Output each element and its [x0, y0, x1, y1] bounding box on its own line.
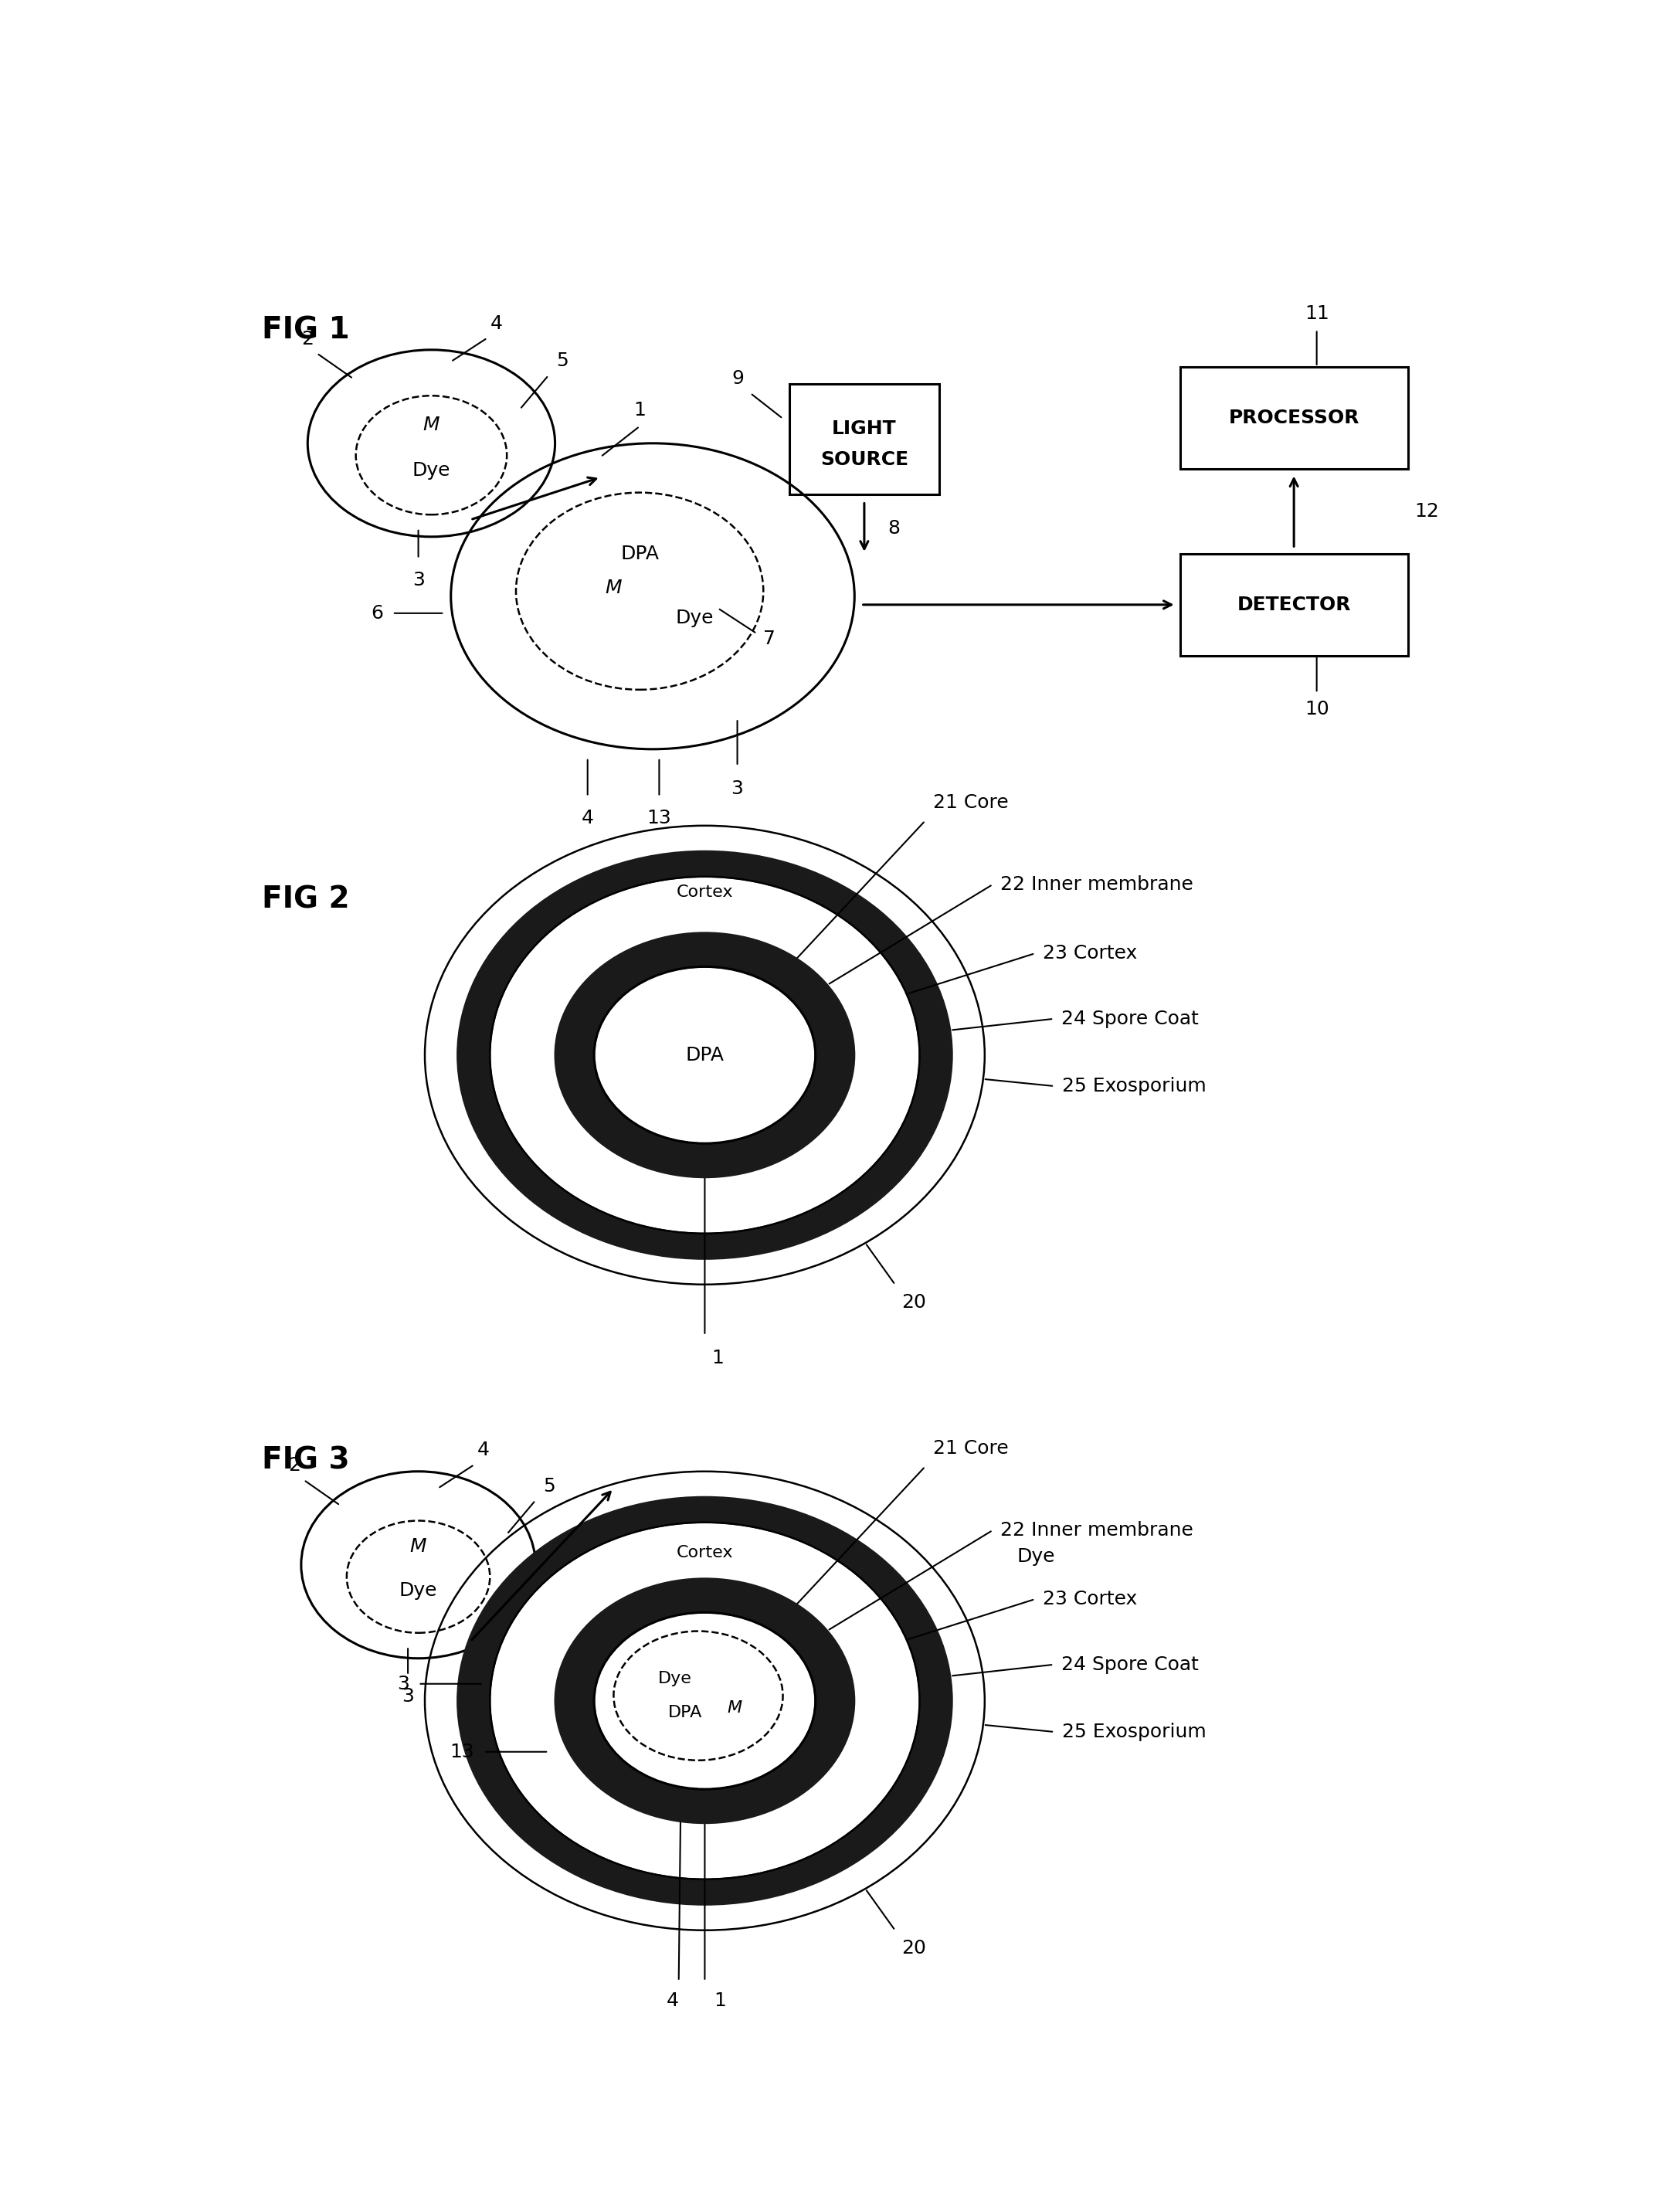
Text: 4: 4	[477, 1441, 489, 1459]
Text: 13: 13	[647, 808, 672, 828]
Text: 22 Inner membrane: 22 Inner membrane	[1001, 1521, 1193, 1540]
Text: 22 Inner membrane: 22 Inner membrane	[1001, 876, 1193, 894]
Text: 1: 1	[633, 402, 645, 419]
Text: 10: 10	[1304, 700, 1329, 719]
Text: Cortex: Cortex	[677, 885, 732, 900]
Text: 24 Spore Coat: 24 Spore Coat	[1062, 1009, 1200, 1028]
Text: 21 Core: 21 Core	[932, 795, 1008, 812]
Text: 7: 7	[763, 629, 776, 649]
Text: Dye: Dye	[1018, 1547, 1055, 1565]
Text: DETECTOR: DETECTOR	[1236, 596, 1351, 614]
Text: PROCESSOR: PROCESSOR	[1228, 408, 1359, 428]
Text: 25 Exosporium: 25 Exosporium	[1062, 1724, 1206, 1741]
Text: 5: 5	[556, 351, 568, 371]
Text: 20: 20	[902, 1293, 926, 1311]
Text: 6: 6	[371, 605, 383, 622]
Text: Dye: Dye	[675, 609, 714, 627]
Text: 3: 3	[402, 1686, 413, 1706]
Text: DPA: DPA	[685, 1046, 724, 1064]
Ellipse shape	[457, 1496, 953, 1905]
Text: 2: 2	[301, 329, 314, 349]
Text: 4: 4	[491, 313, 502, 333]
Text: 4: 4	[581, 808, 593, 828]
Text: 20: 20	[902, 1940, 926, 1958]
Text: 3: 3	[731, 779, 744, 799]
Text: 4: 4	[665, 1991, 679, 2011]
Text: 3: 3	[412, 572, 425, 589]
Text: 24 Spore Coat: 24 Spore Coat	[1062, 1655, 1200, 1673]
Text: Dye: Dye	[412, 461, 450, 479]
Ellipse shape	[595, 1613, 815, 1790]
Text: 2: 2	[289, 1457, 301, 1474]
Bar	[1179, 554, 1408, 655]
Text: 1: 1	[714, 1991, 726, 2011]
Text: 23 Cortex: 23 Cortex	[1043, 945, 1137, 962]
Text: M: M	[410, 1536, 427, 1556]
Ellipse shape	[554, 1578, 855, 1823]
Ellipse shape	[595, 967, 815, 1143]
Text: SOURCE: SOURCE	[820, 450, 909, 468]
Text: M: M	[727, 1699, 743, 1715]
Ellipse shape	[457, 852, 953, 1258]
Text: 13: 13	[450, 1744, 474, 1761]
Ellipse shape	[491, 1523, 919, 1880]
Text: Cortex: Cortex	[677, 1545, 732, 1560]
Text: FIG 2: FIG 2	[262, 885, 349, 914]
Text: Dye: Dye	[659, 1671, 692, 1686]
Text: M: M	[605, 578, 622, 598]
Bar	[1179, 366, 1408, 468]
Bar	[790, 384, 939, 494]
Text: DPA: DPA	[620, 545, 659, 563]
Text: FIG 3: FIG 3	[262, 1446, 349, 1474]
Text: 3: 3	[396, 1675, 410, 1693]
Text: 12: 12	[1415, 501, 1440, 521]
Text: 23 Cortex: 23 Cortex	[1043, 1589, 1137, 1609]
Ellipse shape	[554, 934, 855, 1176]
Text: LIGHT: LIGHT	[832, 419, 897, 439]
Text: 8: 8	[887, 519, 900, 539]
Text: FIG 1: FIG 1	[262, 316, 349, 344]
Text: 5: 5	[543, 1476, 556, 1494]
Text: M: M	[423, 415, 440, 435]
Text: 25 Exosporium: 25 Exosporium	[1062, 1077, 1206, 1095]
Text: 11: 11	[1304, 305, 1329, 322]
Text: Dye: Dye	[400, 1580, 437, 1600]
Text: 9: 9	[731, 369, 744, 388]
Text: DPA: DPA	[669, 1706, 702, 1721]
Ellipse shape	[491, 876, 919, 1234]
Text: 1: 1	[712, 1348, 724, 1368]
Text: 21 Core: 21 Core	[932, 1439, 1008, 1459]
